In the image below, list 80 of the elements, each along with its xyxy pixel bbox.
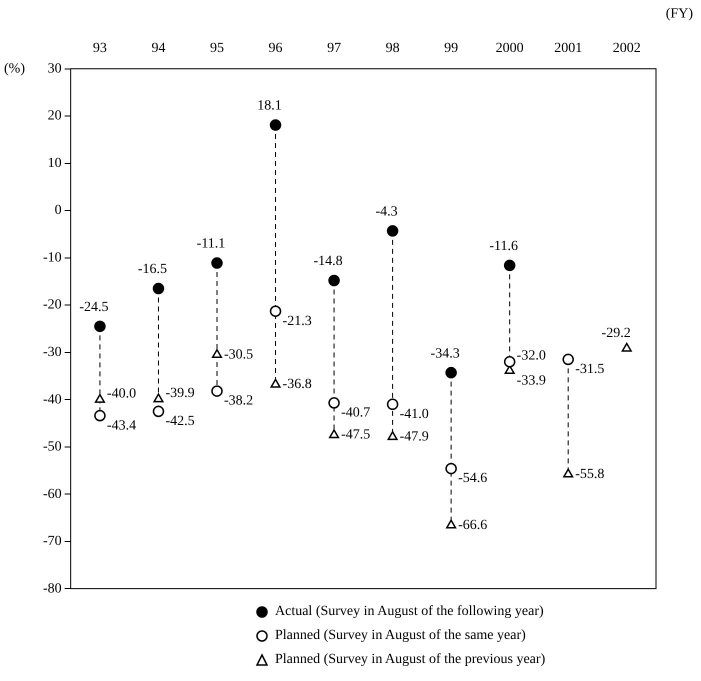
point [562, 354, 574, 366]
point [328, 274, 340, 286]
y-tick-label: -60 [42, 486, 62, 502]
point [388, 431, 398, 440]
point [211, 257, 223, 269]
legend-label: Planned (Survey in August of the same year) [275, 628, 526, 644]
point [445, 366, 457, 378]
point [94, 394, 106, 403]
data-label: -43.4 [106, 418, 136, 434]
data-label: -29.2 [602, 326, 631, 342]
data-label: -36.8 [282, 377, 312, 392]
y-tick-label: -50 [42, 440, 62, 455]
point [328, 429, 340, 438]
x-tick-label: 97 [327, 41, 342, 56]
legend-label: Actual (Survey in August of the following year) [275, 604, 544, 620]
data-label: -11.1 [196, 236, 226, 252]
x-tick-label: 93 [92, 41, 107, 56]
data-label: -47.9 [400, 430, 429, 445]
point [212, 348, 222, 358]
data-label: -34.3 [430, 346, 460, 362]
x-tick-label: 96 [268, 41, 283, 56]
data-label: -41.0 [400, 406, 429, 422]
y-tick-label: 30 [48, 61, 62, 76]
data-label: -55.8 [575, 466, 604, 482]
x-tick-label: 95 [210, 41, 224, 56]
data-label: -40.7 [341, 406, 370, 421]
y-tick-label: 20 [48, 108, 62, 124]
data-label: -38.2 [224, 394, 254, 409]
point [94, 320, 106, 332]
x-tick-label: 98 [386, 41, 400, 56]
point [152, 406, 164, 418]
y-tick-label: -20 [42, 298, 62, 313]
data-label: 18.1 [257, 98, 282, 114]
data-label: -66.6 [458, 518, 488, 533]
data-label: -42.5 [165, 414, 195, 430]
point [270, 378, 281, 388]
point [504, 260, 516, 272]
point [153, 393, 164, 402]
point [152, 282, 164, 294]
point [622, 342, 632, 352]
point [386, 398, 398, 410]
point [270, 305, 282, 317]
point [328, 397, 340, 409]
data-label: -39.9 [165, 386, 195, 401]
data-label: -21.3 [282, 314, 312, 329]
x-tick-label: 2002 [612, 41, 641, 56]
data-label: -24.5 [79, 300, 109, 316]
point [94, 410, 106, 422]
legend-label: Planned (Survey in August of the previous year) [275, 652, 546, 668]
x-tick-label: 99 [444, 41, 458, 56]
point [270, 119, 282, 131]
y-tick-label: -80 [42, 581, 62, 596]
data-label: -54.6 [458, 471, 488, 486]
y-axis-title: (%) [4, 61, 26, 76]
x-axis-title: (FY) [666, 6, 694, 22]
y-tick-label: 10 [48, 156, 62, 171]
point [445, 462, 457, 474]
y-tick-label: -10 [42, 250, 62, 266]
point [446, 520, 456, 529]
data-label: -40.0 [106, 386, 136, 402]
y-tick-label: -40 [42, 392, 62, 408]
y-tick-label: 0 [54, 203, 62, 218]
point [211, 385, 223, 397]
point [563, 468, 574, 478]
data-label: -31.5 [575, 362, 604, 378]
data-label: -33.9 [516, 373, 546, 388]
data-label: -4.3 [376, 204, 398, 220]
y-tick-label: -30 [42, 345, 62, 360]
data-label: -32.0 [516, 348, 546, 364]
data-label: -30.5 [224, 347, 254, 362]
point [386, 225, 398, 237]
data-label: -14.8 [313, 254, 343, 270]
x-tick-label: 2001 [554, 41, 582, 56]
y-tick-label: -70 [42, 534, 62, 550]
point [504, 356, 516, 368]
data-label: -16.5 [138, 262, 168, 278]
x-tick-label: 2000 [496, 41, 524, 56]
data-label: -11.6 [489, 239, 518, 254]
x-tick-label: 94 [151, 41, 166, 56]
data-label: -47.5 [341, 428, 370, 443]
